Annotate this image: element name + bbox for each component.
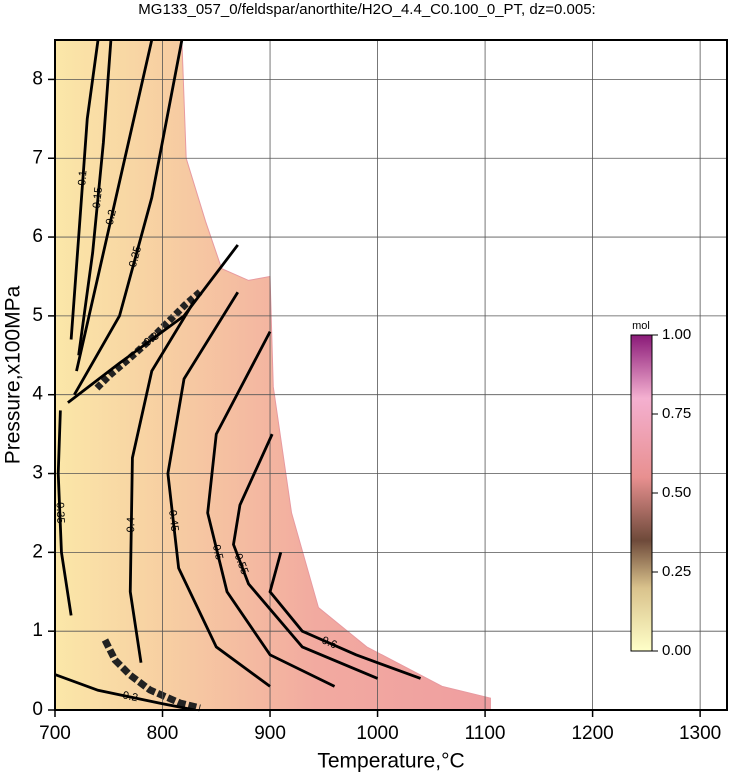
contour-line	[75, 40, 154, 372]
y-tick-label: 2	[32, 541, 43, 562]
y-axis-label: Pressure,x100MPa	[2, 285, 25, 464]
contour-line	[73, 40, 184, 396]
colorbar	[630, 334, 653, 652]
contour-label: 0.15	[91, 186, 105, 208]
chart-title: MG133_057_0/feldspar/anorthite/H2O_4.4_C…	[138, 1, 595, 18]
y-tick-label: 1	[32, 620, 43, 641]
colorbar-tick-label: 0.50	[662, 484, 691, 501]
x-axis-label: Temperature,°C	[317, 750, 464, 773]
y-tick-label: 3	[32, 463, 43, 484]
x-tick-label: 800	[147, 723, 179, 744]
contour-label: 0.5	[210, 543, 225, 561]
x-tick-label: 1200	[571, 723, 613, 744]
x-tick-label: 1300	[679, 723, 721, 744]
y-tick-label: 8	[32, 68, 43, 89]
contour-label: 0.45	[166, 509, 180, 532]
contour-line	[77, 40, 113, 356]
contours: 0.10.150.20.250.30.350.4 0.450.5 0.550.60.…	[53, 40, 422, 710]
y-tick-label: 0	[32, 699, 43, 720]
contour-label: 0.25	[127, 245, 144, 269]
y-tick-label: 6	[32, 226, 43, 247]
contour-line	[69, 40, 100, 340]
x-tick-label: 700	[39, 723, 71, 744]
colorbar-tick-label: 0.75	[662, 405, 691, 422]
contour-label: 0.2	[104, 209, 119, 227]
contour-line	[232, 433, 379, 680]
x-tick-label: 900	[254, 723, 286, 744]
y-tick-label: 5	[32, 305, 43, 326]
contour-label: 0.1	[76, 170, 89, 186]
contour-label: 0.2	[122, 689, 139, 704]
contour-line	[128, 299, 196, 663]
plot-area	[55, 40, 491, 710]
colorbar-tick-label: 0.00	[662, 642, 691, 659]
phase-boundary	[92, 289, 203, 393]
colorbar-tick-label: 0.25	[662, 563, 691, 580]
contour-label: 0.4	[125, 517, 137, 532]
colorbar-ticks: 0.00 0.25 0.50 0.75 1.00	[652, 326, 691, 659]
contour-line	[268, 551, 422, 680]
y-tick-label: 7	[32, 147, 43, 168]
contour-line	[206, 330, 336, 688]
colorbar-label: mol	[632, 320, 650, 332]
contour-line	[166, 291, 271, 688]
contour-label: 0.6	[320, 634, 339, 651]
y-tick-label: 4	[32, 384, 43, 405]
x-tick-label: 1000	[356, 723, 398, 744]
phase-boundary	[101, 638, 201, 712]
x-tick-label: 1100	[465, 723, 506, 744]
contour-line	[67, 244, 239, 404]
colorbar-tick-label: 1.00	[662, 326, 691, 343]
stability-field	[55, 40, 491, 710]
contour-label: 0.35	[53, 502, 66, 524]
plot-frame	[54, 39, 728, 711]
grid: 700 800 900 1000 1100 1200 1300 0 1 2 3 4 5 6 7 8	[32, 40, 727, 744]
contour-line	[56, 410, 73, 616]
contour-line	[55, 673, 196, 710]
